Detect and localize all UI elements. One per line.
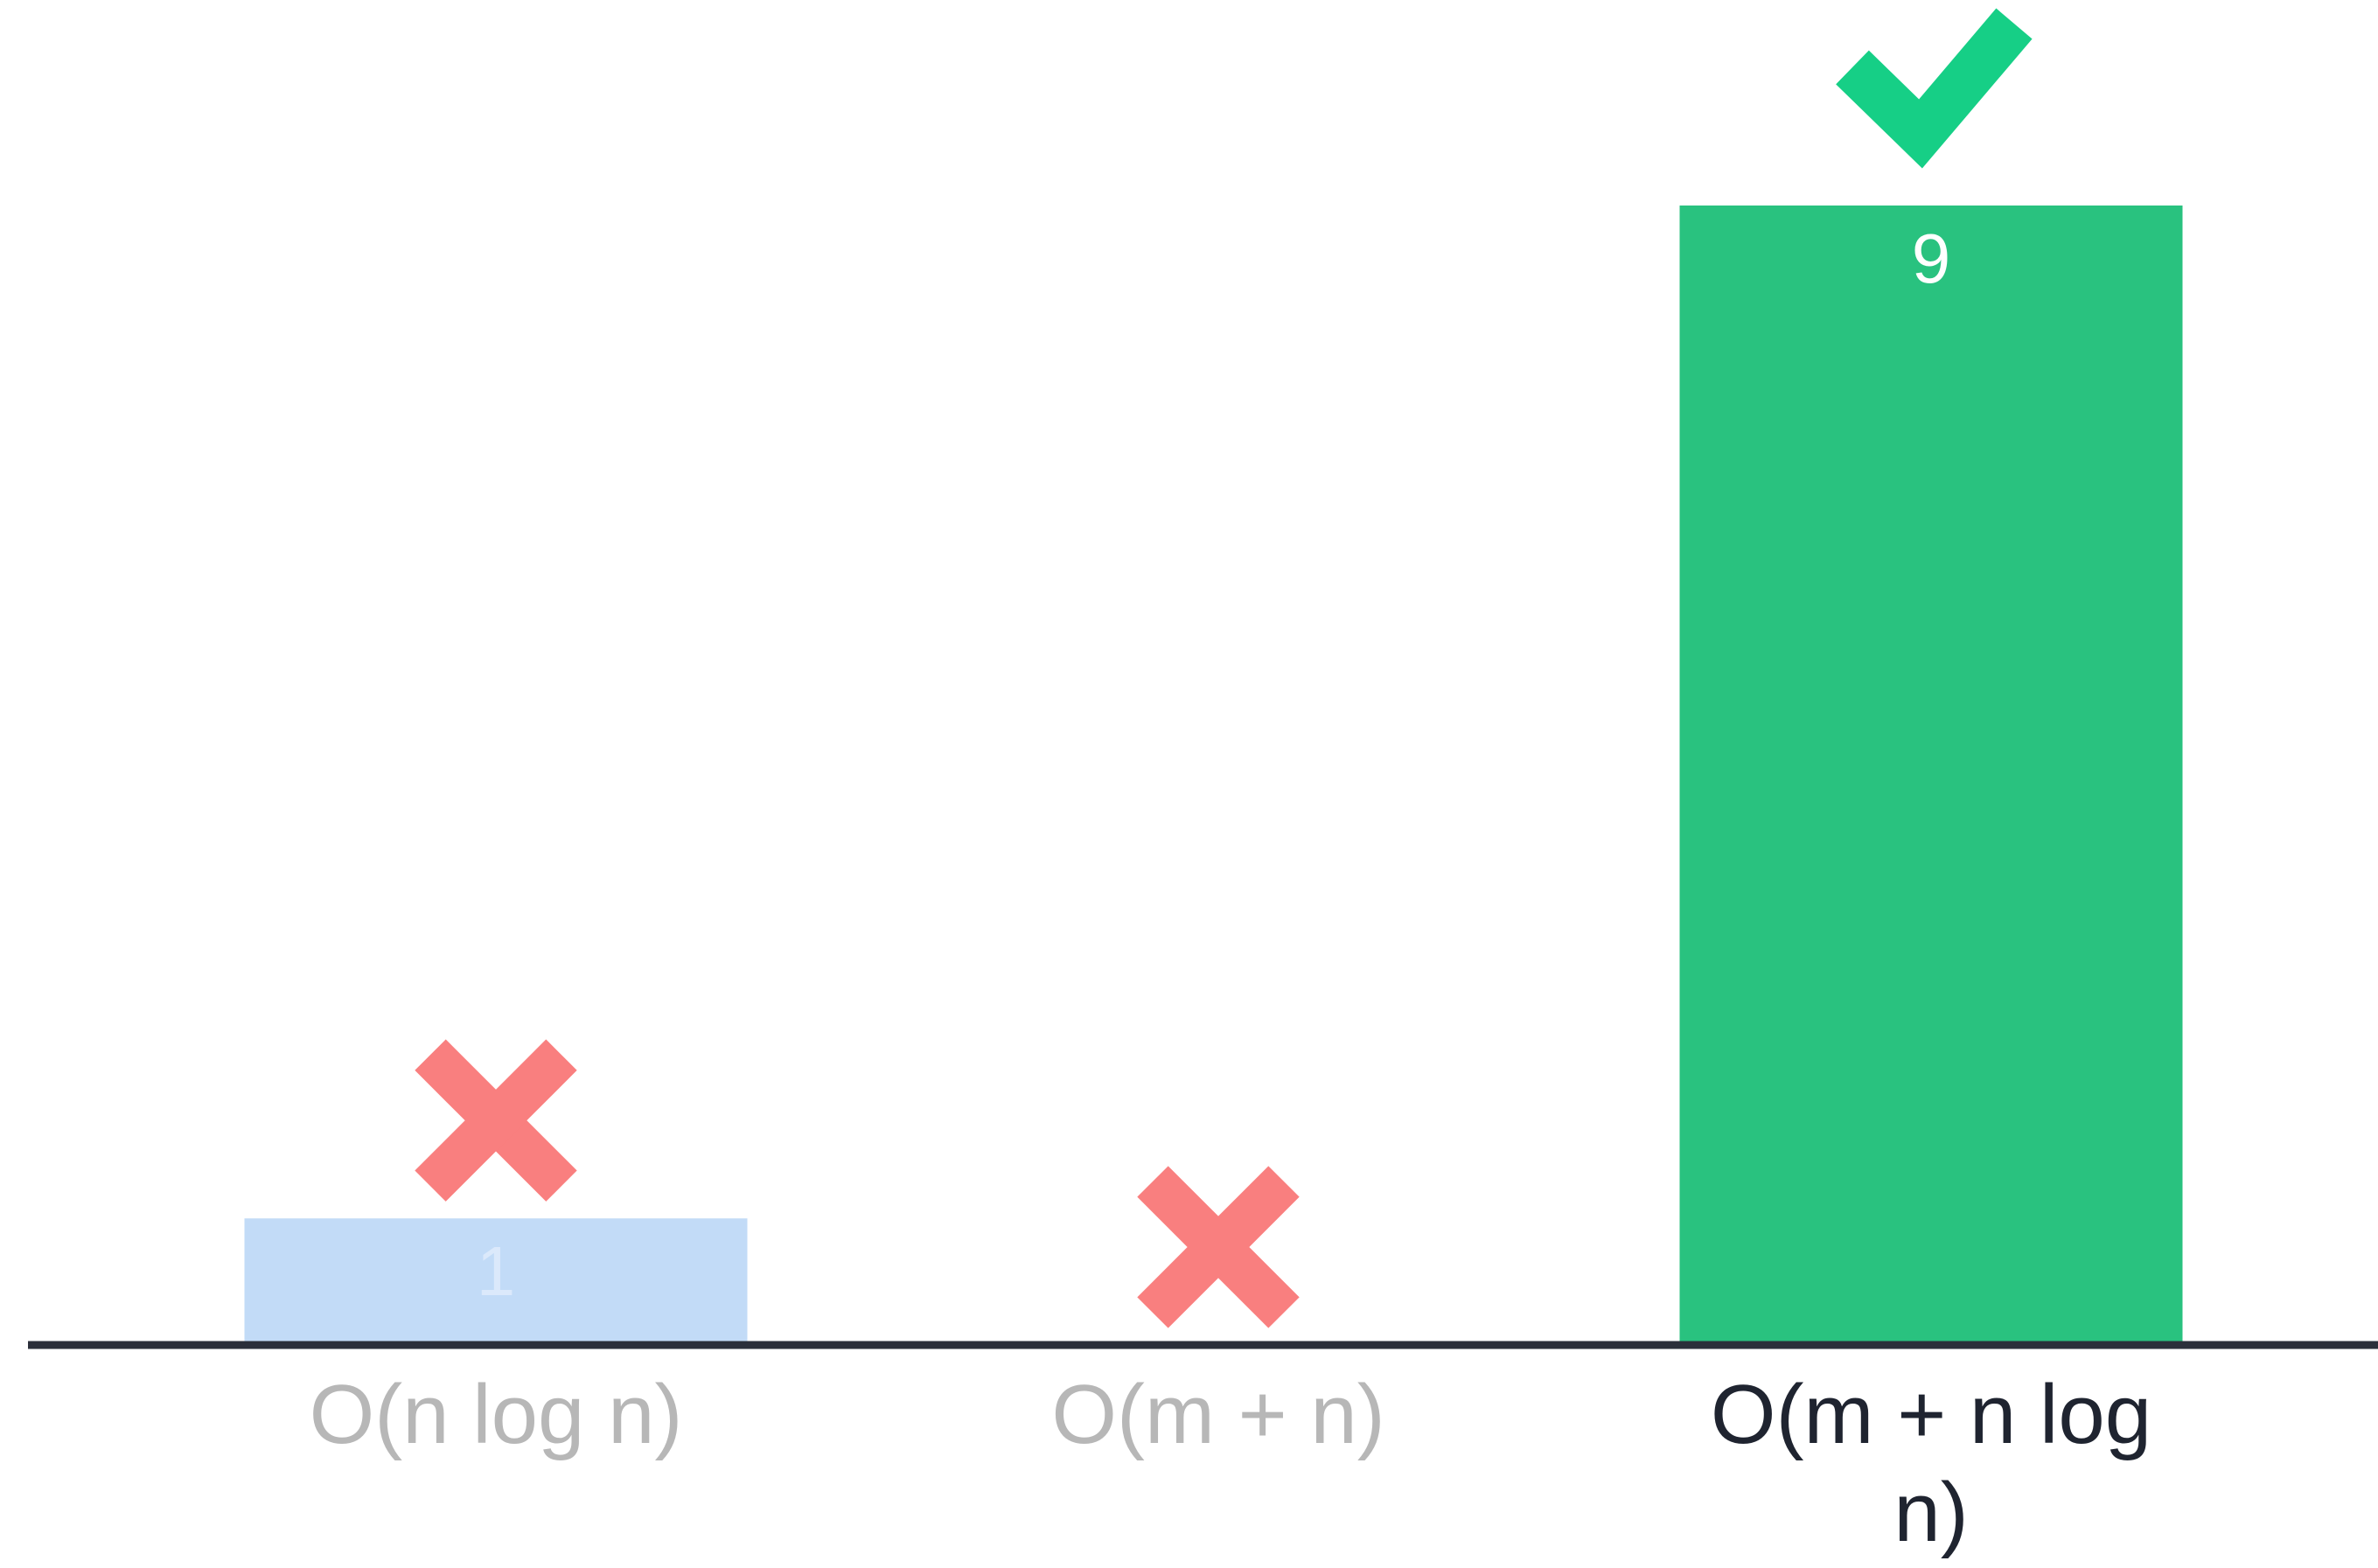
check-icon [1836,8,2033,169]
cross-icon-stroke [415,1039,577,1202]
cross-icon [1137,1166,1300,1328]
cross-icon [415,1039,577,1202]
cross-icon-stroke [1137,1166,1300,1328]
x-tick-label-m-plus-n-log-n: O(m + n log n) [1711,1368,2151,1559]
x-tick-label-n-log-n: O(n log n) [310,1368,683,1461]
bar-m-plus-n-log-n [1679,206,2183,1345]
bar-value-label-m-plus-n-log-n: 9 [1912,220,1951,297]
bar-n-log-n [244,1218,748,1345]
bar-value-label-n-log-n: 1 [477,1232,516,1310]
x-tick-label-m-plus-n: O(m + n) [1051,1368,1384,1461]
